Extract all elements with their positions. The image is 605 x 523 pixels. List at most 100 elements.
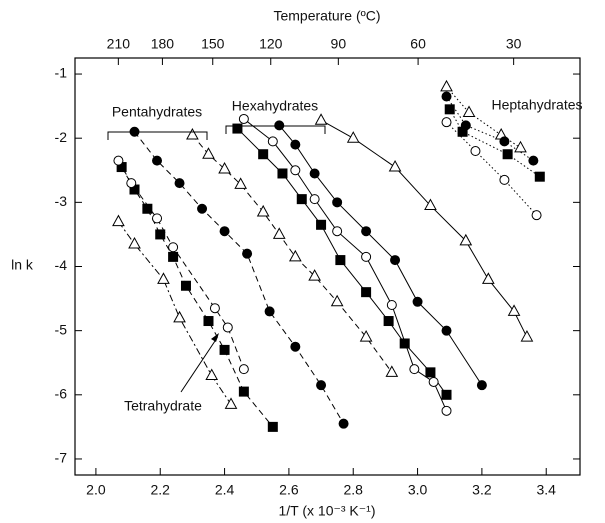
data-point	[309, 168, 320, 179]
data-point	[424, 198, 437, 211]
data-point	[142, 203, 153, 214]
x2-tick-label: 60	[410, 36, 426, 52]
data-point	[288, 249, 302, 262]
x2-tick-label: 30	[506, 36, 522, 52]
data-point	[390, 255, 401, 266]
data-point	[256, 204, 270, 217]
y-tick-label: -4	[55, 257, 68, 273]
y-tick-label: -7	[55, 450, 68, 466]
data-point	[232, 123, 243, 134]
x-axis-label: 1/T (x 10⁻³ K⁻¹)	[279, 503, 376, 519]
data-point	[168, 251, 179, 262]
y-axis-label: ln k	[11, 257, 34, 273]
data-point	[112, 214, 125, 227]
annotation-arrow	[180, 337, 218, 393]
data-point	[409, 364, 420, 375]
data-point	[267, 421, 278, 432]
x-tick-label: 2.6	[279, 482, 299, 498]
fit-line	[118, 221, 232, 405]
data-point	[441, 405, 452, 416]
x-tick-label: 2.8	[343, 482, 363, 498]
data-point	[444, 104, 455, 115]
data-point	[386, 299, 397, 310]
data-point	[126, 178, 137, 189]
data-point	[264, 306, 275, 317]
data-point	[459, 233, 473, 246]
y-tick-label: -3	[55, 193, 68, 209]
data-point	[152, 155, 163, 166]
group-label: Heptahydrates	[491, 97, 582, 113]
data-point	[258, 149, 269, 160]
data-point	[314, 113, 328, 125]
data-point	[242, 248, 253, 259]
data-point	[267, 136, 278, 147]
data-point	[224, 397, 238, 409]
data-point	[428, 376, 439, 387]
data-point	[441, 91, 452, 102]
x2-tick-label: 150	[201, 36, 225, 52]
y-tick-label: -5	[55, 321, 68, 337]
data-point	[499, 174, 510, 185]
data-point	[202, 147, 215, 159]
data-point	[462, 105, 476, 118]
data-point	[152, 213, 163, 224]
fit-line	[278, 125, 483, 386]
data-point	[173, 310, 186, 323]
fit-line	[446, 86, 521, 149]
data-point	[219, 344, 230, 355]
data-point	[222, 322, 233, 333]
data-point	[528, 155, 539, 166]
data-point	[277, 168, 288, 179]
data-point	[470, 146, 481, 157]
data-point	[197, 203, 208, 214]
data-point	[383, 316, 394, 327]
data-point	[332, 226, 343, 237]
data-point	[534, 171, 545, 182]
x-tick-label: 3.2	[472, 482, 492, 498]
data-point	[157, 272, 170, 284]
fit-line	[134, 131, 345, 424]
data-point	[440, 79, 453, 92]
data-point	[155, 229, 166, 240]
data-point	[290, 139, 301, 150]
data-point	[361, 251, 372, 262]
y-tick-label: -2	[55, 129, 68, 145]
data-point	[296, 194, 307, 205]
x-tick-label: 2.0	[86, 482, 106, 498]
data-point	[457, 126, 468, 137]
data-point	[219, 226, 230, 237]
data-point	[274, 120, 285, 131]
y-tick-label: -1	[55, 65, 68, 81]
data-point	[238, 364, 249, 375]
data-point	[309, 194, 320, 205]
data-point	[338, 418, 349, 429]
data-point	[180, 280, 191, 291]
data-point	[290, 341, 301, 352]
data-point	[335, 255, 346, 266]
data-point	[234, 177, 247, 189]
fit-line	[446, 96, 534, 162]
data-point	[502, 149, 513, 160]
data-point	[388, 160, 402, 172]
data-point	[290, 165, 301, 176]
x-tick-label: 2.4	[215, 482, 235, 498]
data-point	[209, 303, 220, 314]
x-tick-label: 3.4	[536, 482, 556, 498]
data-point	[441, 325, 452, 336]
data-point	[316, 219, 327, 230]
x2-axis-label: Temperature (ºC)	[273, 8, 380, 24]
data-point	[499, 136, 510, 147]
data-point	[128, 237, 141, 249]
x2-tick-label: 90	[331, 36, 347, 52]
data-point	[361, 226, 372, 237]
group-label: Hexahydrates	[232, 98, 318, 114]
group-bracket	[225, 125, 326, 134]
data-point	[308, 269, 321, 281]
arrow-head	[211, 333, 219, 342]
data-point	[507, 304, 521, 316]
x2-tick-label: 180	[151, 36, 175, 52]
data-point	[514, 140, 527, 153]
x2-tick-label: 120	[259, 36, 283, 52]
data-point	[203, 316, 214, 327]
data-point	[385, 365, 399, 377]
